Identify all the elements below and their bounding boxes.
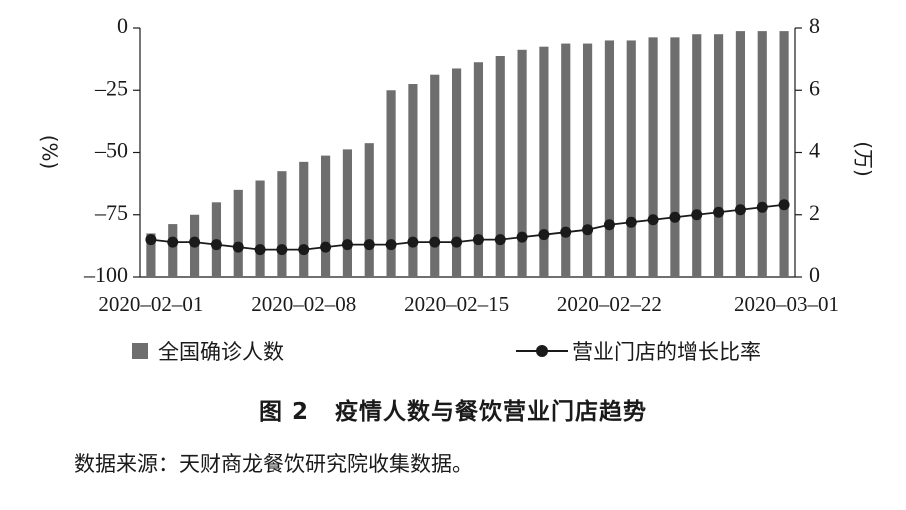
right-axis: 8 6 4 2 0 (万) [794,13,876,287]
bar-confirmed-cases [779,31,789,277]
point-store-growth [538,229,550,241]
point-store-growth [145,234,157,246]
right-tick-label: 0 [809,262,820,287]
bar-confirmed-cases [299,161,309,277]
bar-confirmed-cases [233,189,243,277]
point-store-growth [647,214,659,226]
point-store-growth [734,204,746,216]
left-axis-unit: (%) [38,135,62,170]
left-tick-label: –100 [83,262,128,287]
left-tick-label: 0 [117,13,128,38]
bar-confirmed-cases [626,40,636,278]
bar-confirmed-cases [255,180,265,277]
legend-item-bars: 全国确诊人数 [132,336,284,366]
bar-confirmed-cases [517,49,527,277]
x-tick-label: 2020–02–22 [557,292,662,316]
point-store-growth [167,236,179,248]
bar-confirmed-cases [451,68,462,278]
point-store-growth [363,239,375,251]
point-store-growth [254,244,266,256]
bar-confirmed-cases [320,155,331,277]
point-store-growth [516,231,528,243]
x-tick-label: 2020–02–15 [404,292,509,316]
point-store-growth [756,201,768,213]
bar-confirmed-cases [342,149,353,277]
left-tick-label: –75 [94,200,128,225]
point-store-growth [232,241,244,253]
bar-confirmed-cases [364,143,374,277]
figure-title: 疫情人数与餐饮营业门店趋势 [335,399,647,425]
bar-legend-swatch [132,343,148,359]
point-store-growth [341,239,353,251]
line-store-growth [150,203,785,251]
line-legend-marker [516,341,568,361]
right-tick-label: 4 [809,138,820,163]
point-store-growth [603,219,615,231]
right-tick-label: 8 [809,13,820,38]
figure-number: 图 2 [258,399,309,425]
bar-confirmed-cases [692,34,702,277]
bar-confirmed-cases [430,74,440,277]
point-store-growth [210,239,222,251]
point-store-growth [451,236,463,248]
bar-confirmed-cases [408,84,418,278]
bar-confirmed-cases [386,90,396,277]
point-store-growth [472,234,484,246]
right-tick-label: 6 [809,75,820,100]
point-store-growth [276,244,288,256]
data-source-note: 数据来源：天财商龙餐饮研究院收集数据。 [74,452,473,476]
bar-confirmed-cases [561,43,571,277]
x-tick-label: 2020–03–01 [734,292,839,316]
point-store-growth [407,236,419,248]
x-tick-label: 2020–02–01 [98,292,203,316]
bar-confirmed-cases [713,34,724,277]
point-store-growth [298,244,310,256]
point-store-growth [320,241,332,253]
bar-confirmed-cases [604,40,615,278]
bar-confirmed-cases [473,62,484,277]
point-store-growth [189,236,201,248]
bar-confirmed-cases [757,31,767,277]
bar-confirmed-cases [670,37,680,278]
point-store-growth [494,234,506,246]
point-store-growth [560,226,572,238]
x-axis: 2020–02–01 2020–02–08 2020–02–15 2020–02–22… [98,276,839,316]
x-tick-label: 2020–02–08 [251,292,356,316]
point-store-growth [691,209,703,221]
bar-confirmed-cases [495,56,505,278]
legend-item-line: 营业门店的增长比率 [516,336,761,366]
bar-confirmed-cases [277,171,287,277]
point-store-growth [385,239,397,251]
point-store-growth [429,236,441,248]
bar-confirmed-cases [648,37,658,278]
bar-confirmed-cases [582,43,593,277]
bar-confirmed-cases [539,46,549,277]
bar-confirmed-cases [735,31,746,277]
left-tick-label: –50 [94,138,128,163]
figure-caption: 图 2 疫情人数与餐饮营业门店趋势 [0,392,906,426]
right-axis-unit: (万) [852,141,876,177]
left-axis: 0 –25 –50 –75 –100 (%) [38,13,141,287]
line-series [145,199,790,256]
point-store-growth [713,206,725,218]
bar-legend-label: 全国确诊人数 [158,340,284,364]
line-legend-label: 营业门店的增长比率 [572,340,761,364]
point-store-growth [669,211,681,223]
point-store-growth [582,224,594,236]
right-tick-label: 2 [809,200,820,225]
point-store-growth [778,199,790,211]
bar-confirmed-cases [168,224,178,277]
left-tick-label: –25 [94,75,128,100]
bar-confirmed-cases [146,233,156,277]
point-store-growth [625,216,637,228]
